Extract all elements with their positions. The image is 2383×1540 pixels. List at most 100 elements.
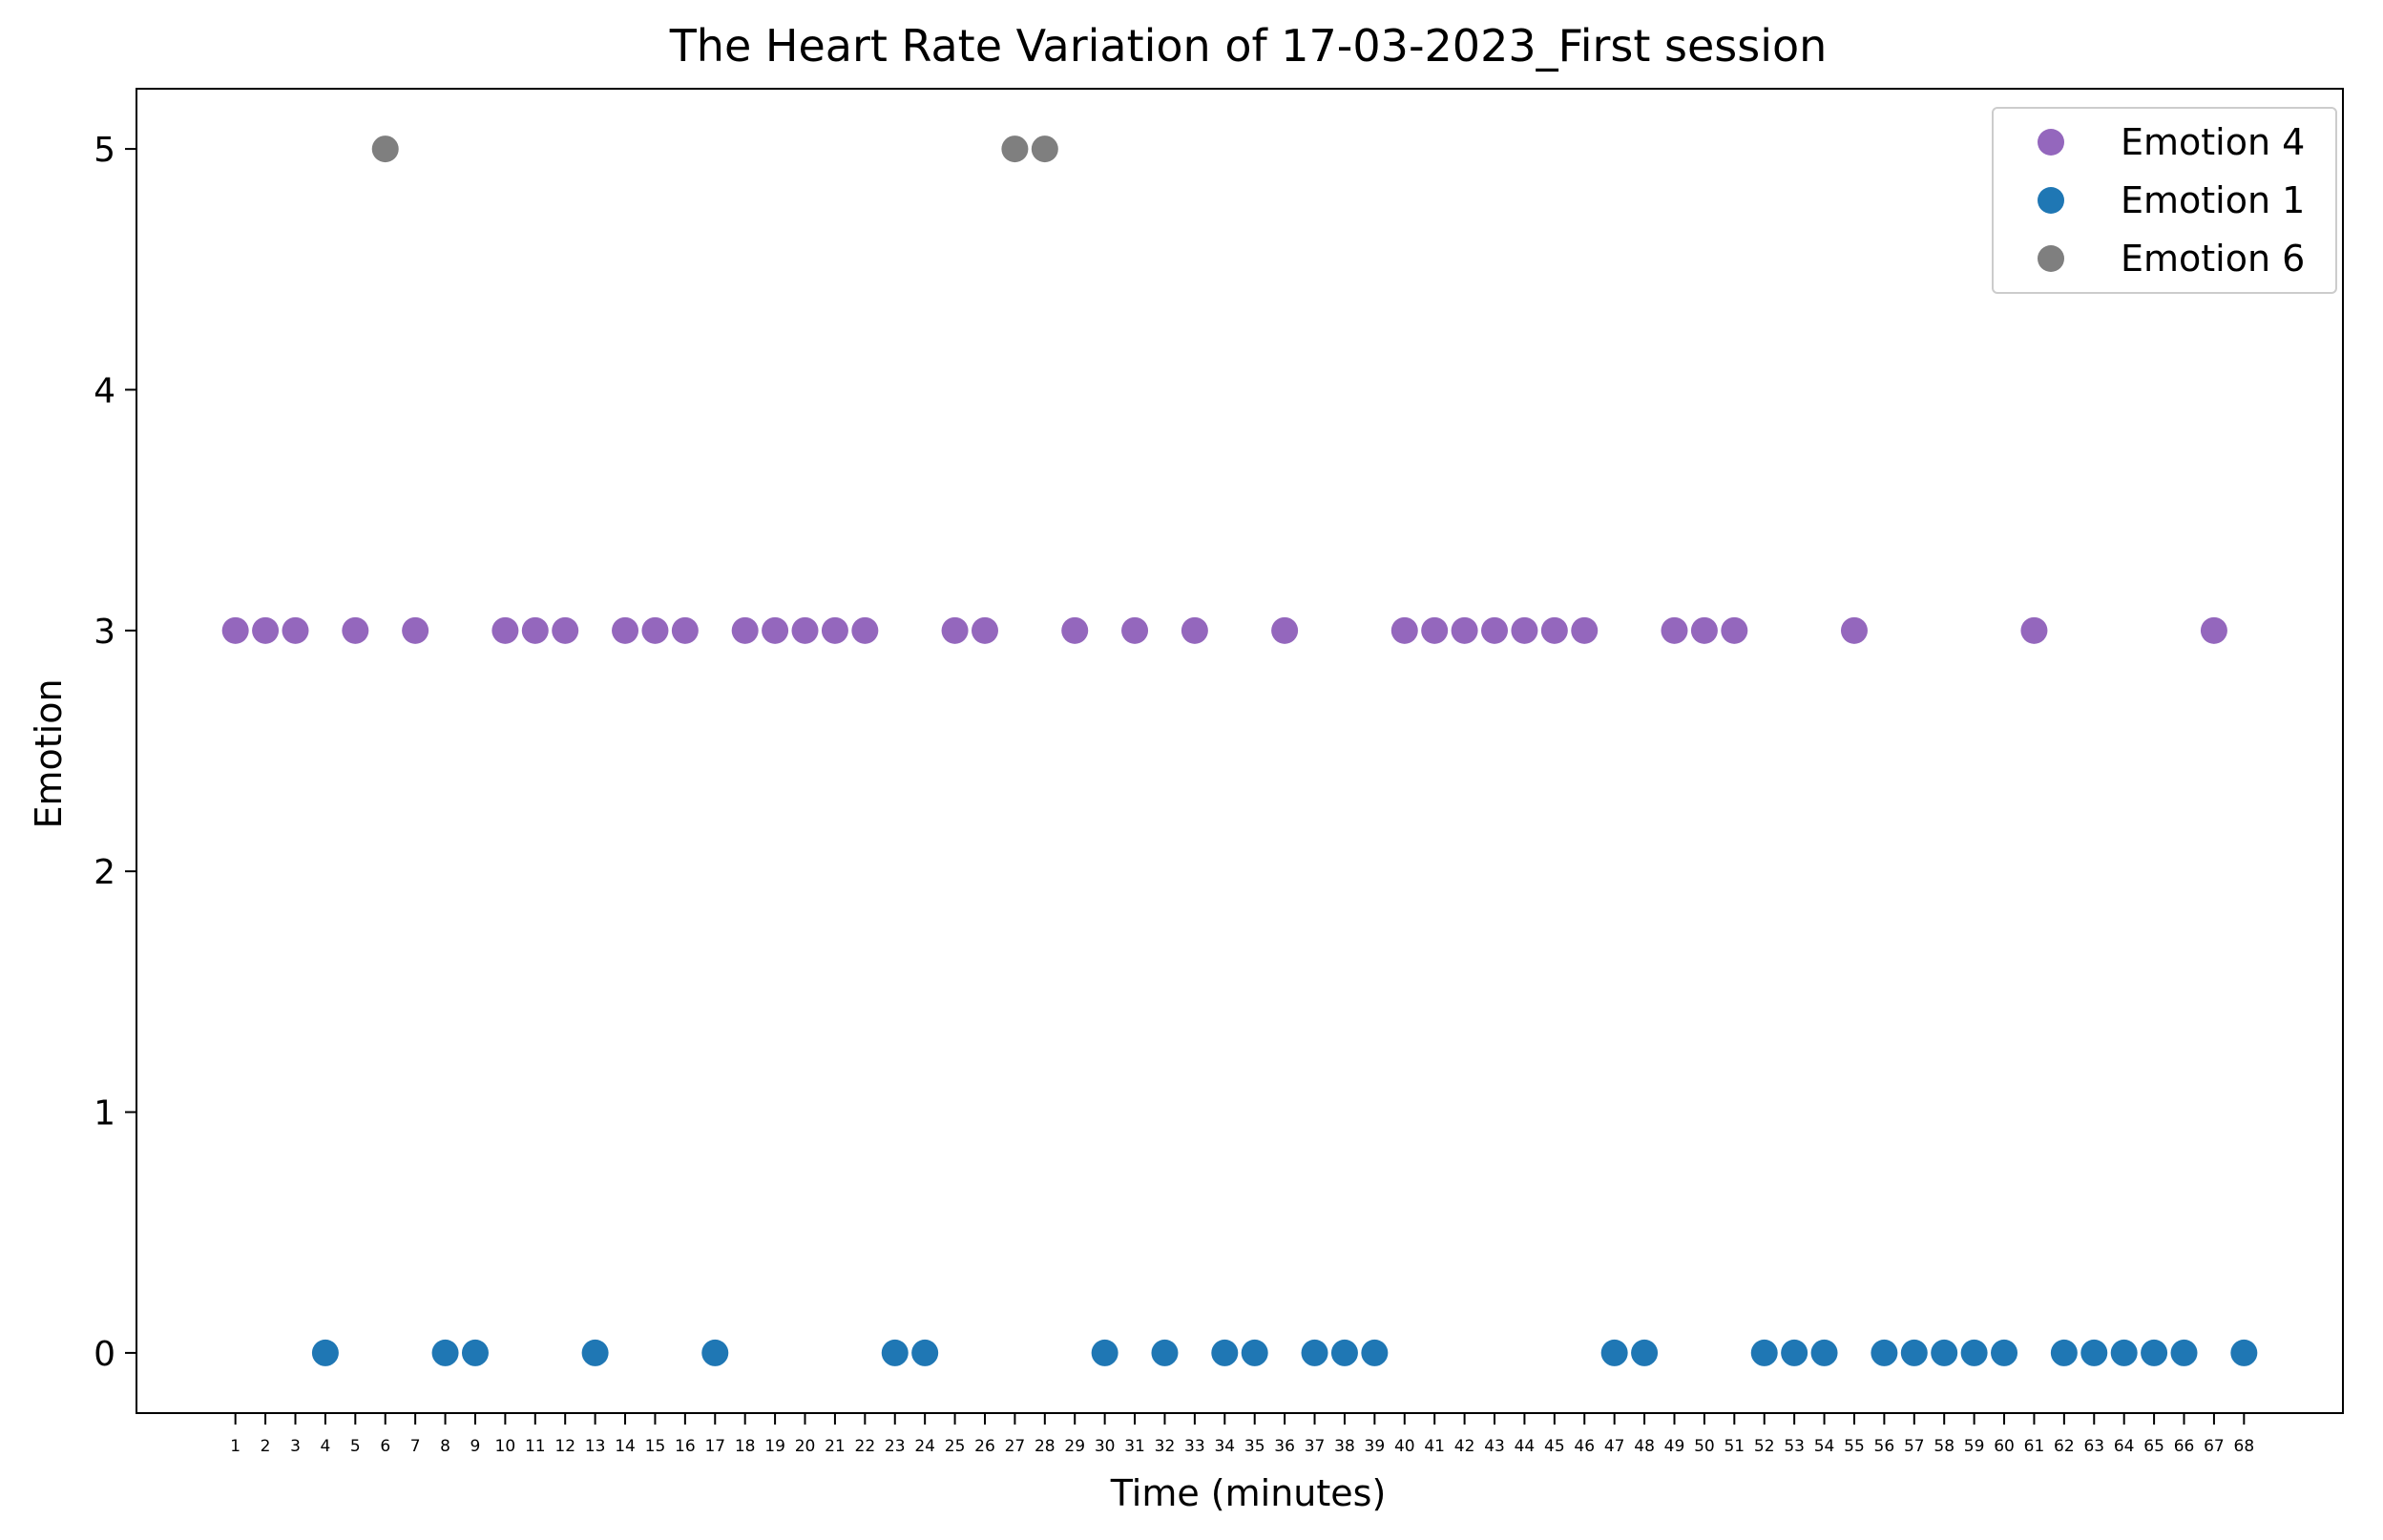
data-point-emotion-6 [1001, 135, 1029, 163]
data-point-emotion-4 [1661, 616, 1688, 644]
x-tick-label: 10 [495, 1437, 516, 1456]
x-tick-label: 1 [230, 1437, 240, 1456]
data-point-emotion-4 [282, 616, 309, 644]
x-tick-label: 17 [704, 1437, 725, 1456]
x-tick-label: 44 [1515, 1437, 1536, 1456]
x-tick-label: 26 [974, 1437, 995, 1456]
data-point-emotion-4 [1121, 616, 1149, 644]
data-point-emotion-1 [431, 1339, 459, 1366]
x-tick-label: 23 [885, 1437, 906, 1456]
data-point-emotion-1 [1330, 1339, 1358, 1366]
x-tick-label: 6 [380, 1437, 390, 1456]
data-point-emotion-4 [1181, 616, 1208, 644]
data-point-emotion-4 [521, 616, 549, 644]
data-point-emotion-1 [1900, 1339, 1928, 1366]
data-point-emotion-1 [311, 1339, 339, 1366]
x-tick-label: 37 [1305, 1437, 1326, 1456]
plot-frame [136, 88, 2344, 1414]
x-tick-label: 15 [645, 1437, 666, 1456]
y-tick-label: 2 [94, 853, 115, 892]
data-point-emotion-1 [1781, 1339, 1808, 1366]
x-tick-label: 22 [855, 1437, 876, 1456]
x-tick-label: 67 [2204, 1437, 2225, 1456]
data-point-emotion-1 [701, 1339, 729, 1366]
y-tick-label: 0 [94, 1335, 115, 1374]
x-tick-label: 16 [675, 1437, 696, 1456]
x-tick-label: 3 [290, 1437, 301, 1456]
data-point-emotion-4 [1571, 616, 1599, 644]
data-point-emotion-1 [2141, 1339, 2168, 1366]
data-point-emotion-1 [2050, 1339, 2078, 1366]
data-point-emotion-1 [1600, 1339, 1628, 1366]
x-tick-label: 42 [1454, 1437, 1475, 1456]
x-tick-label: 46 [1574, 1437, 1595, 1456]
y-tick-label: 3 [94, 613, 115, 652]
x-tick-label: 28 [1035, 1437, 1056, 1456]
x-tick-label: 39 [1365, 1437, 1386, 1456]
x-tick-label: 68 [2234, 1437, 2255, 1456]
x-tick-label: 40 [1394, 1437, 1415, 1456]
data-point-emotion-1 [2230, 1339, 2258, 1366]
data-point-emotion-1 [581, 1339, 609, 1366]
data-point-emotion-4 [1721, 616, 1748, 644]
legend-marker [2038, 187, 2064, 214]
x-tick-label: 60 [1994, 1437, 2015, 1456]
data-point-emotion-1 [1871, 1339, 1898, 1366]
legend-marker [2038, 245, 2064, 272]
data-point-emotion-4 [1511, 616, 1538, 644]
x-tick-label: 41 [1424, 1437, 1445, 1456]
data-point-emotion-4 [641, 616, 669, 644]
x-tick-label: 45 [1544, 1437, 1565, 1456]
data-point-emotion-4 [821, 616, 848, 644]
data-point-emotion-4 [1390, 616, 1418, 644]
data-point-emotion-1 [1631, 1339, 1659, 1366]
data-point-emotion-1 [1931, 1339, 1958, 1366]
y-axis-label: Emotion [28, 678, 70, 828]
x-tick-label: 48 [1634, 1437, 1655, 1456]
plot-area [221, 135, 2258, 1366]
x-tick-label: 64 [2114, 1437, 2135, 1456]
data-point-emotion-4 [491, 616, 519, 644]
data-point-emotion-4 [1061, 616, 1089, 644]
data-point-emotion-1 [1151, 1339, 1179, 1366]
x-tick-label: 57 [1904, 1437, 1925, 1456]
data-point-emotion-1 [2110, 1339, 2138, 1366]
x-tick-label: 24 [914, 1437, 935, 1456]
x-tick-label: 21 [825, 1437, 846, 1456]
data-point-emotion-6 [1031, 135, 1058, 163]
data-point-emotion-4 [612, 616, 639, 644]
data-point-emotion-4 [1481, 616, 1509, 644]
x-tick-label: 53 [1784, 1437, 1805, 1456]
data-point-emotion-1 [1991, 1339, 2018, 1366]
x-tick-label: 66 [2174, 1437, 2195, 1456]
x-tick-label: 25 [945, 1437, 966, 1456]
data-point-emotion-1 [1750, 1339, 1778, 1366]
x-tick-label: 2 [261, 1437, 271, 1456]
data-point-emotion-4 [791, 616, 819, 644]
x-tick-label: 49 [1664, 1437, 1685, 1456]
data-point-emotion-4 [1690, 616, 1718, 644]
data-point-emotion-4 [221, 616, 249, 644]
x-axis: 1 2 3 4 5 6 7 8 9 10 11 12 13 14 15 16 17 18 19 20 21 22 23 24 2… [230, 1413, 2254, 1456]
data-point-emotion-6 [371, 135, 399, 163]
data-point-emotion-1 [2170, 1339, 2198, 1366]
data-point-emotion-1 [1211, 1339, 1239, 1366]
legend-marker [2038, 129, 2064, 156]
x-tick-label: 36 [1274, 1437, 1295, 1456]
x-tick-label: 65 [2143, 1437, 2164, 1456]
data-point-emotion-4 [552, 616, 579, 644]
data-point-emotion-1 [911, 1339, 939, 1366]
x-tick-label: 5 [350, 1437, 361, 1456]
data-point-emotion-4 [731, 616, 759, 644]
data-point-emotion-4 [671, 616, 699, 644]
x-tick-label: 18 [735, 1437, 756, 1456]
x-tick-label: 19 [764, 1437, 785, 1456]
x-tick-label: 58 [1934, 1437, 1954, 1456]
x-tick-label: 61 [2024, 1437, 2045, 1456]
data-point-emotion-1 [1810, 1339, 1838, 1366]
x-tick-label: 50 [1694, 1437, 1715, 1456]
data-point-emotion-4 [342, 616, 369, 644]
x-tick-label: 38 [1334, 1437, 1355, 1456]
